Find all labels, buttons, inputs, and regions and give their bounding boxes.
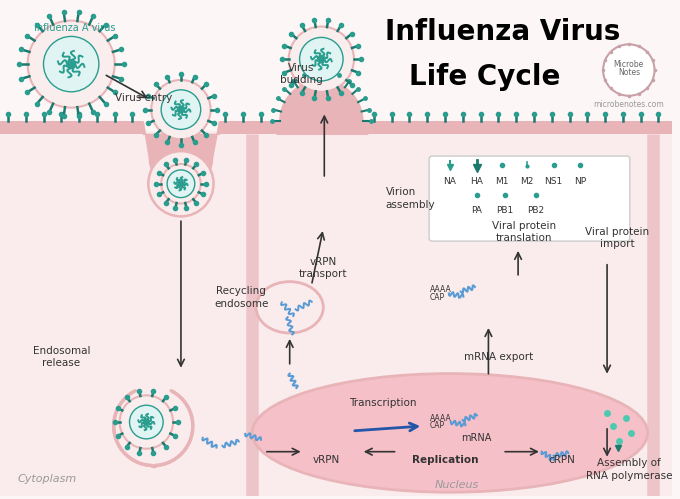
- Text: Virion
assembly: Virion assembly: [386, 188, 435, 210]
- Text: Transcription: Transcription: [349, 398, 417, 408]
- Circle shape: [148, 151, 214, 217]
- Text: HA: HA: [470, 177, 483, 186]
- Text: Influenza A virus: Influenza A virus: [33, 22, 115, 32]
- Text: Recycling
endosome: Recycling endosome: [214, 286, 269, 309]
- Bar: [0, 121, 143, 134]
- Bar: [0, 131, 673, 496]
- Text: Nucleus: Nucleus: [435, 481, 479, 491]
- Bar: [368, 121, 673, 134]
- Circle shape: [300, 37, 343, 81]
- Circle shape: [44, 36, 99, 92]
- Text: M1: M1: [496, 177, 509, 186]
- Text: Viral protein
translation: Viral protein translation: [492, 221, 556, 244]
- Text: Virus
budding: Virus budding: [280, 63, 323, 85]
- Text: vRPN
transport: vRPN transport: [299, 256, 347, 279]
- Text: Cytoplasm: Cytoplasm: [18, 475, 77, 485]
- Text: NP: NP: [575, 177, 586, 186]
- Text: microbenotes.com: microbenotes.com: [594, 100, 664, 109]
- Text: PA: PA: [471, 207, 482, 216]
- Circle shape: [167, 170, 194, 198]
- Circle shape: [161, 164, 201, 204]
- Text: PB2: PB2: [527, 207, 545, 216]
- Polygon shape: [277, 80, 368, 134]
- Text: AAAA: AAAA: [430, 414, 452, 423]
- Text: Virus entry: Virus entry: [115, 93, 172, 103]
- Text: Influenza Virus: Influenza Virus: [385, 18, 620, 46]
- Text: Endosomal
release: Endosomal release: [33, 346, 90, 368]
- Polygon shape: [143, 121, 220, 190]
- Circle shape: [28, 20, 115, 108]
- Text: Assembly of
RNA polymerase: Assembly of RNA polymerase: [585, 458, 672, 481]
- Text: Viral protein
import: Viral protein import: [585, 227, 649, 250]
- Circle shape: [151, 80, 211, 139]
- Circle shape: [603, 44, 655, 96]
- Text: NS1: NS1: [545, 177, 563, 186]
- Text: Microbe: Microbe: [614, 59, 644, 69]
- Circle shape: [120, 395, 173, 449]
- Circle shape: [289, 26, 354, 92]
- Text: CAP: CAP: [430, 293, 445, 302]
- Text: AAAA: AAAA: [430, 285, 452, 294]
- Text: Life Cycle: Life Cycle: [409, 63, 560, 91]
- Circle shape: [161, 90, 201, 129]
- FancyBboxPatch shape: [429, 156, 630, 241]
- Text: M2: M2: [520, 177, 534, 186]
- Circle shape: [129, 405, 163, 439]
- Ellipse shape: [252, 374, 647, 492]
- Ellipse shape: [256, 281, 323, 333]
- Text: PB1: PB1: [496, 207, 514, 216]
- Text: vRPN: vRPN: [313, 455, 340, 465]
- Bar: [220, 121, 326, 134]
- Text: mRNA: mRNA: [461, 433, 491, 443]
- Text: cRPN: cRPN: [548, 455, 575, 465]
- Text: Replication: Replication: [411, 455, 478, 465]
- Text: CAP: CAP: [430, 422, 445, 431]
- Text: mRNA export: mRNA export: [464, 352, 533, 362]
- Text: NA: NA: [443, 177, 456, 186]
- Text: Notes: Notes: [617, 67, 640, 76]
